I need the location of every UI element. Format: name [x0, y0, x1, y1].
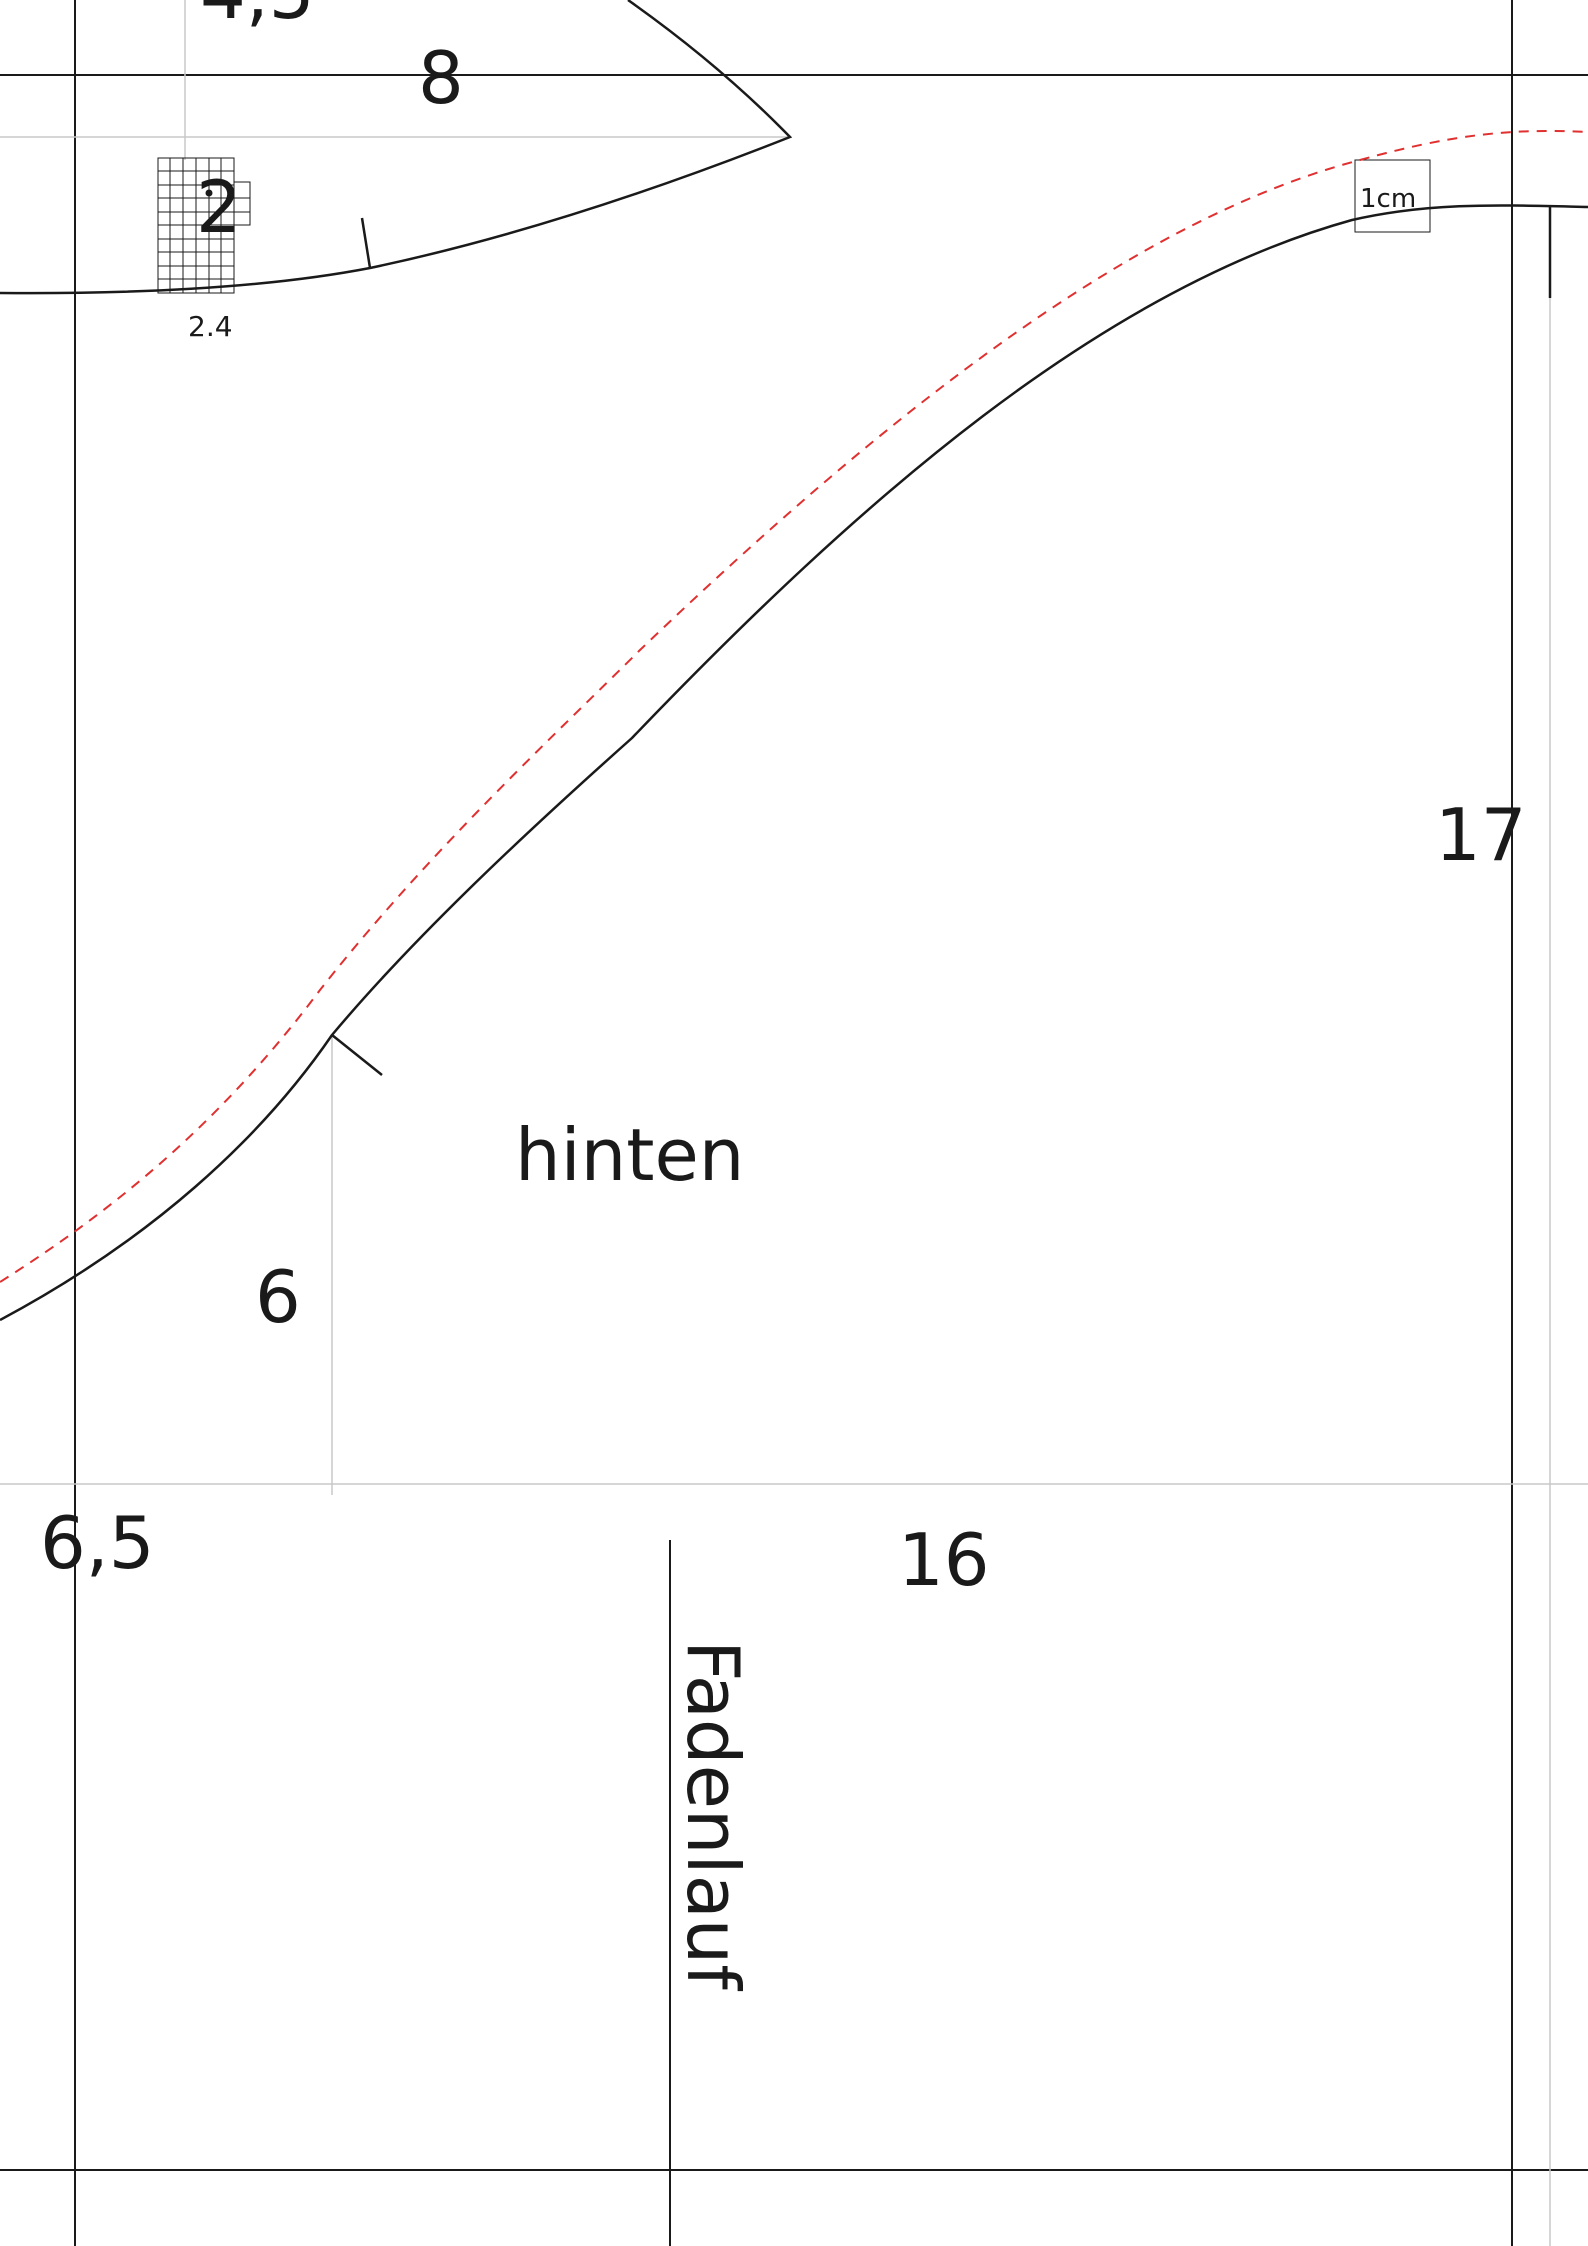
measurement-2: 2: [196, 165, 242, 249]
measurement-16: 16: [898, 1518, 990, 1602]
measurement-17: 17: [1435, 793, 1527, 877]
scale-box: [1354, 159, 1431, 233]
armhole-notch: [331, 1034, 383, 1076]
upper-piece-notch: [360, 217, 372, 269]
measurement-8: 8: [418, 36, 464, 120]
scale-label: 1cm: [1360, 184, 1416, 214]
upper-piece: [0, 0, 793, 295]
upper-piece-outline: [0, 0, 793, 295]
measurement-4-5: 4,5: [200, 0, 315, 35]
armhole-curve: [0, 204, 1588, 1322]
grainline-label: Fadenlauf: [671, 1640, 755, 1991]
piece-name: hinten: [515, 1113, 744, 1197]
grid-note: 2.4: [188, 310, 233, 343]
measurement-6: 6: [255, 1255, 301, 1339]
measurement-6-5: 6,5: [40, 1501, 155, 1585]
seam-allowance-line: [0, 129, 1588, 1283]
grid-detail: [157, 157, 251, 294]
